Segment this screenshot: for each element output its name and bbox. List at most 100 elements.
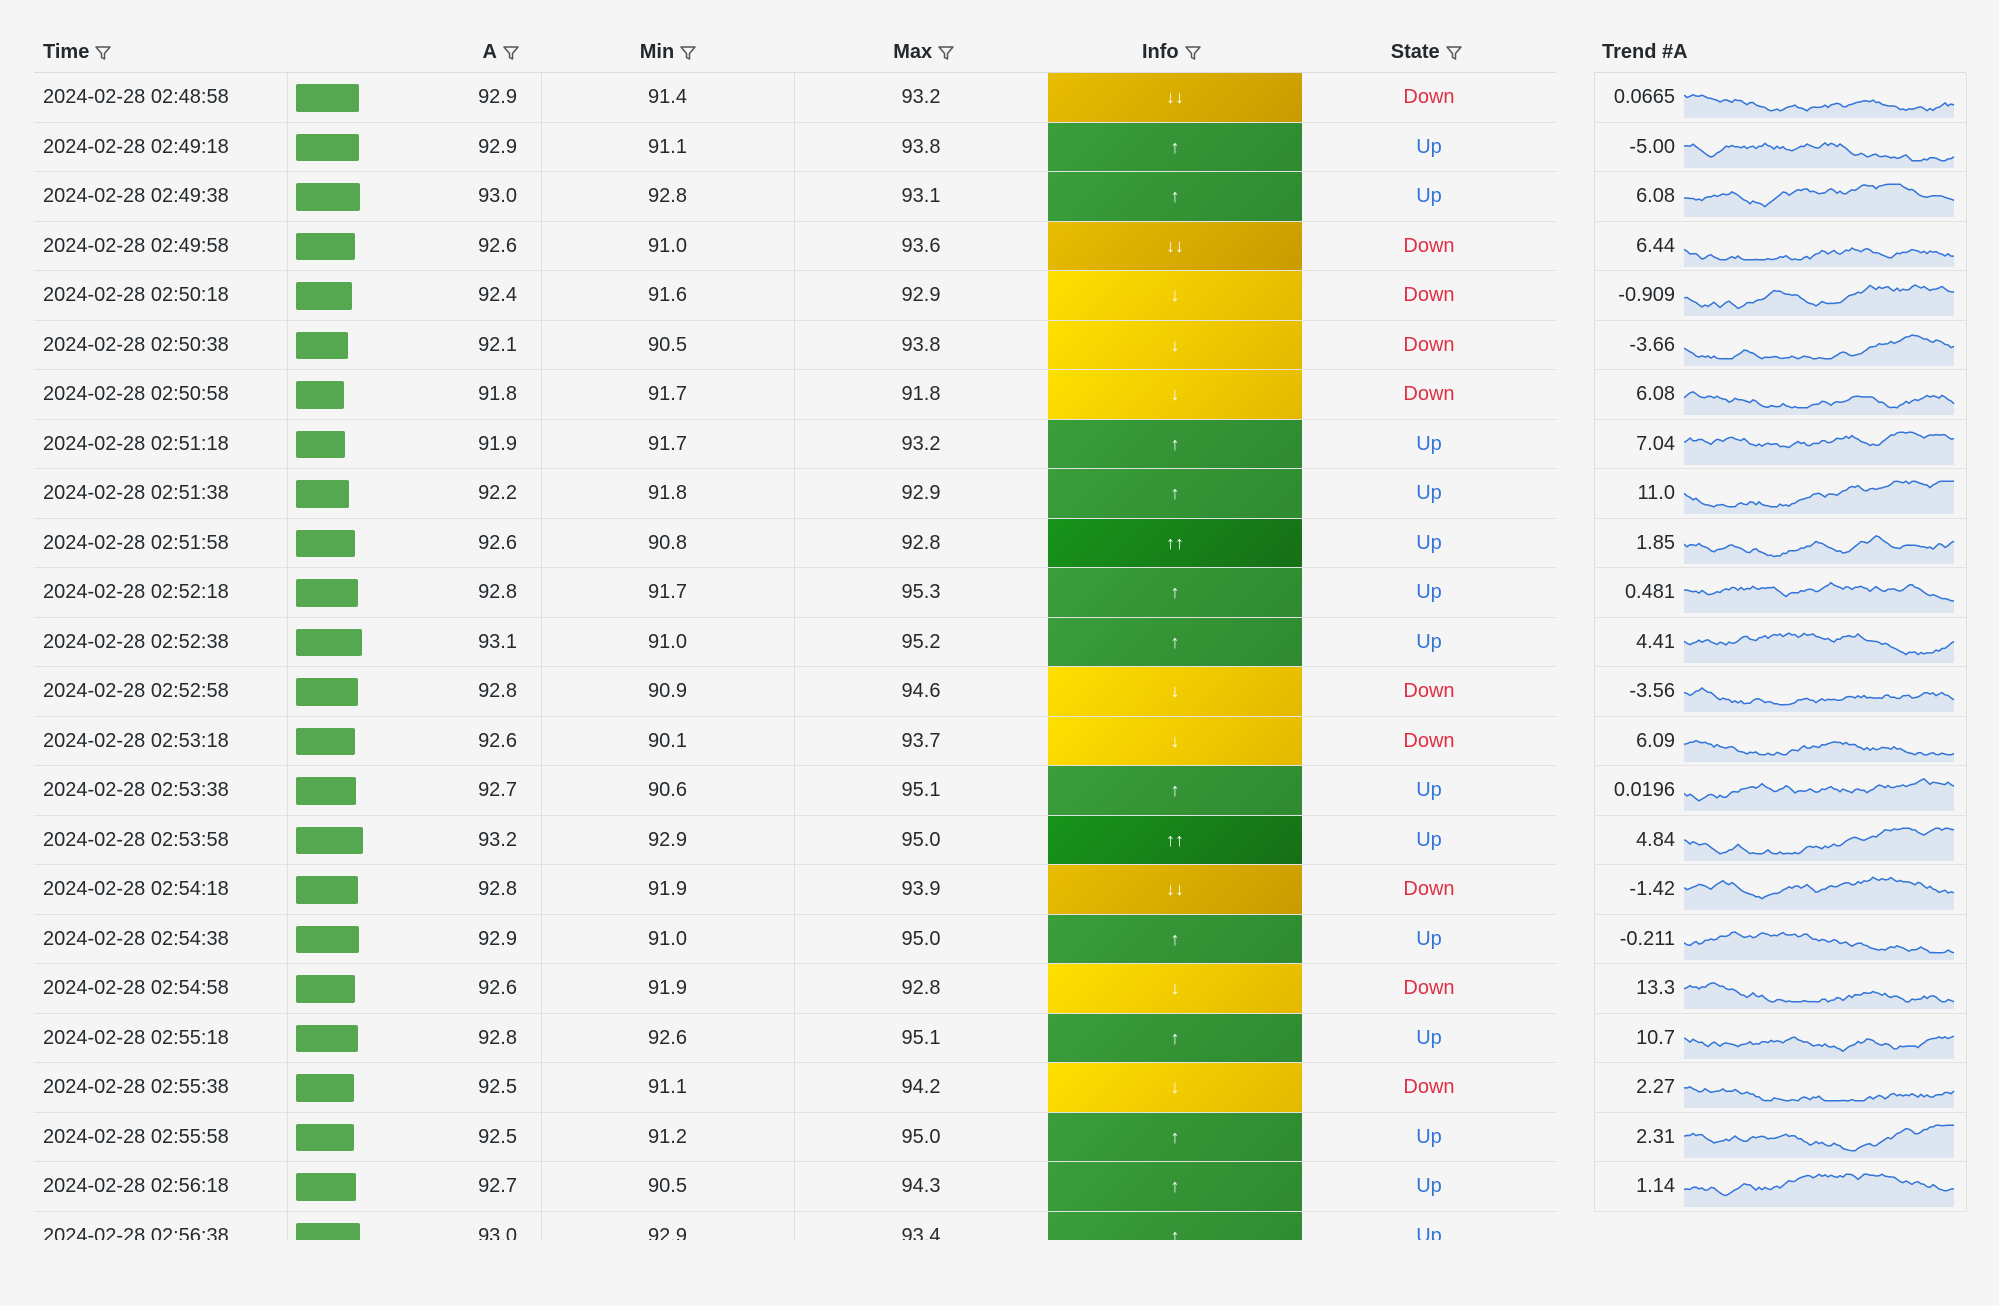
trend-value: 1.85 bbox=[1636, 531, 1675, 554]
trend-border bbox=[1594, 1062, 1966, 1063]
a-bar bbox=[296, 331, 349, 359]
row-border bbox=[34, 1210, 1556, 1212]
column-header[interactable]: A bbox=[482, 41, 497, 63]
time-cell: 2024-02-28 02:52:18 bbox=[43, 581, 229, 603]
min-cell: 91.4 bbox=[648, 86, 687, 108]
max-cell: 95.1 bbox=[901, 779, 941, 801]
trend-value: 4.41 bbox=[1636, 630, 1675, 653]
filter-icon[interactable] bbox=[502, 44, 520, 62]
min-cell: 92.6 bbox=[648, 1026, 687, 1049]
column-header[interactable]: Max bbox=[893, 41, 933, 63]
sparkline-area bbox=[1684, 827, 1954, 861]
min-cell: 91.9 bbox=[648, 878, 687, 900]
trend-border bbox=[1594, 517, 1966, 519]
sparkline bbox=[1684, 631, 1955, 663]
max-cell: 93.7 bbox=[901, 729, 941, 752]
trend-border bbox=[1594, 616, 1966, 618]
sparkline-area bbox=[1684, 94, 1954, 118]
column-header[interactable]: Time bbox=[43, 41, 90, 63]
sparkline bbox=[1684, 739, 1955, 762]
sparkline-area bbox=[1684, 1086, 1954, 1108]
info-cell: ↓ bbox=[1048, 716, 1302, 765]
state-cell: Down bbox=[1403, 383, 1455, 405]
time-cell: 2024-02-28 02:50:38 bbox=[43, 333, 229, 356]
trend-border bbox=[1594, 666, 1966, 667]
state-cell: Up bbox=[1416, 1224, 1442, 1241]
sparkline bbox=[1684, 581, 1955, 613]
state-cell: Up bbox=[1416, 531, 1442, 554]
min-cell: 90.9 bbox=[648, 680, 687, 702]
trend-border bbox=[1594, 220, 1966, 222]
info-cell: ↑ bbox=[1048, 1211, 1302, 1240]
a-bar bbox=[296, 381, 344, 409]
info-cell: ↑ bbox=[1048, 617, 1302, 666]
max-cell: 93.1 bbox=[901, 185, 941, 207]
a-bar bbox=[296, 430, 346, 458]
trend-border bbox=[1594, 319, 1966, 321]
trend-value: 0.0196 bbox=[1613, 779, 1675, 801]
row-border bbox=[34, 913, 1556, 915]
sparkline-line bbox=[1684, 246, 1954, 261]
sparkline-line bbox=[1684, 534, 1955, 557]
min-cell: 90.1 bbox=[648, 729, 687, 752]
trend-value: -3.56 bbox=[1629, 680, 1675, 702]
trend-value: -1.42 bbox=[1629, 878, 1675, 900]
row-border bbox=[34, 814, 1556, 816]
a-bar bbox=[296, 1173, 357, 1201]
column-header[interactable]: Info bbox=[1142, 41, 1179, 63]
state-cell: Down bbox=[1403, 284, 1455, 306]
sparkline-line bbox=[1684, 778, 1955, 802]
a-bar bbox=[296, 480, 350, 508]
column-header[interactable]: State bbox=[1390, 41, 1440, 63]
column-separator bbox=[541, 73, 542, 1240]
sparkline-line bbox=[1684, 739, 1955, 756]
info-cell: ↑ bbox=[1048, 1162, 1302, 1211]
min-cell: 91.0 bbox=[648, 234, 687, 257]
min-cell: 91.1 bbox=[648, 1076, 687, 1098]
column-header[interactable]: Min bbox=[639, 41, 675, 63]
sparkline bbox=[1684, 1173, 1955, 1207]
sparkline bbox=[1684, 1085, 1955, 1108]
column-separator bbox=[794, 73, 795, 1240]
a-cell: 92.9 bbox=[478, 927, 517, 950]
sparkline bbox=[1684, 687, 1955, 712]
row-border bbox=[34, 616, 1556, 618]
info-cell: ↓ bbox=[1048, 667, 1302, 716]
state-cell: Up bbox=[1416, 1026, 1442, 1049]
sparkline bbox=[1684, 183, 1955, 217]
a-cell: 92.5 bbox=[478, 1125, 517, 1148]
info-cell: ↑ bbox=[1048, 1112, 1302, 1161]
column-separator bbox=[287, 73, 288, 1240]
trend-border bbox=[1594, 1161, 1966, 1162]
sparkline-line bbox=[1684, 687, 1955, 706]
sparkline-area bbox=[1684, 582, 1954, 613]
time-cell: 2024-02-28 02:53:38 bbox=[43, 779, 229, 801]
state-cell: Up bbox=[1416, 432, 1442, 455]
trend-value: 1.14 bbox=[1636, 1175, 1675, 1197]
info-cell: ↑ bbox=[1048, 1013, 1302, 1062]
row-border bbox=[34, 1012, 1556, 1014]
sparkline-area bbox=[1684, 285, 1954, 316]
trend-value: 0.0665 bbox=[1613, 86, 1675, 108]
max-cell: 95.3 bbox=[901, 581, 941, 603]
filter-icon[interactable] bbox=[1445, 44, 1463, 62]
trend-value: 2.27 bbox=[1636, 1076, 1675, 1098]
filter-icon[interactable] bbox=[1184, 44, 1202, 62]
min-cell: 90.8 bbox=[648, 531, 687, 554]
max-cell: 95.0 bbox=[901, 1125, 941, 1148]
time-cell: 2024-02-28 02:54:58 bbox=[43, 977, 229, 999]
trend-value: -5.00 bbox=[1629, 135, 1675, 158]
info-cell: ↓ bbox=[1048, 320, 1302, 369]
column-header[interactable]: Trend #A bbox=[1602, 41, 1688, 63]
state-cell: Down bbox=[1403, 977, 1455, 999]
row-border bbox=[34, 171, 1556, 172]
max-cell: 95.0 bbox=[901, 927, 941, 950]
filter-icon[interactable] bbox=[679, 44, 697, 62]
a-cell: 93.2 bbox=[478, 828, 517, 851]
filter-icon[interactable] bbox=[937, 44, 955, 62]
filter-icon[interactable] bbox=[94, 44, 112, 62]
a-cell: 92.8 bbox=[478, 680, 517, 702]
a-cell: 92.2 bbox=[478, 482, 517, 504]
max-cell: 94.3 bbox=[901, 1175, 941, 1197]
a-cell: 93.1 bbox=[478, 630, 517, 653]
